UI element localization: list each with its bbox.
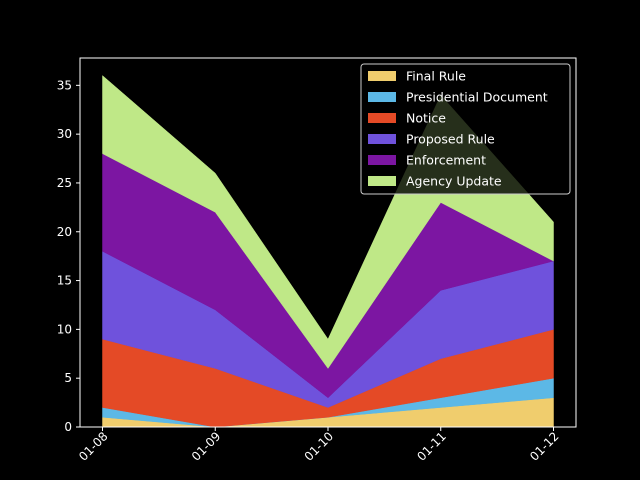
legend-box bbox=[360, 63, 571, 195]
y-tick-label: 35 bbox=[57, 78, 72, 92]
x-tick-label: 01-08 bbox=[76, 429, 111, 464]
x-tick-label: 01-11 bbox=[414, 429, 449, 464]
legend-label-6: Agency Update bbox=[406, 174, 502, 189]
y-tick-label: 30 bbox=[57, 127, 72, 141]
y-tick-label: 15 bbox=[57, 274, 72, 288]
legend-swatch-6 bbox=[368, 176, 396, 186]
legend-swatch-1 bbox=[368, 71, 396, 81]
y-tick-label: 25 bbox=[57, 176, 72, 190]
legend-label-1: Final Rule bbox=[406, 69, 466, 84]
x-tick-label: 01-12 bbox=[527, 429, 562, 464]
legend-label-4: Proposed Rule bbox=[406, 132, 495, 147]
legend-swatch-2 bbox=[368, 92, 396, 102]
x-tick-label: 01-09 bbox=[189, 429, 224, 464]
legend-label-2: Presidential Document bbox=[406, 90, 548, 105]
y-tick-label: 10 bbox=[57, 322, 72, 336]
legend-label-5: Enforcement bbox=[406, 153, 486, 168]
legend-label-3: Notice bbox=[406, 111, 446, 126]
y-tick-label: 5 bbox=[64, 371, 72, 385]
y-axis: 0 5 10 15 20 25 30 35 bbox=[57, 78, 80, 434]
legend: Final Rule Presidential Document Notice Pro… bbox=[360, 63, 571, 195]
legend-swatch-5 bbox=[368, 155, 396, 165]
legend-swatch-3 bbox=[368, 113, 396, 123]
legend-swatch-4 bbox=[368, 134, 396, 144]
x-axis: 01-08 01-09 01-10 01-11 01-12 bbox=[76, 427, 562, 464]
y-tick-label: 0 bbox=[64, 420, 72, 434]
y-tick-label: 20 bbox=[57, 225, 72, 239]
x-tick-label: 01-10 bbox=[302, 429, 337, 464]
